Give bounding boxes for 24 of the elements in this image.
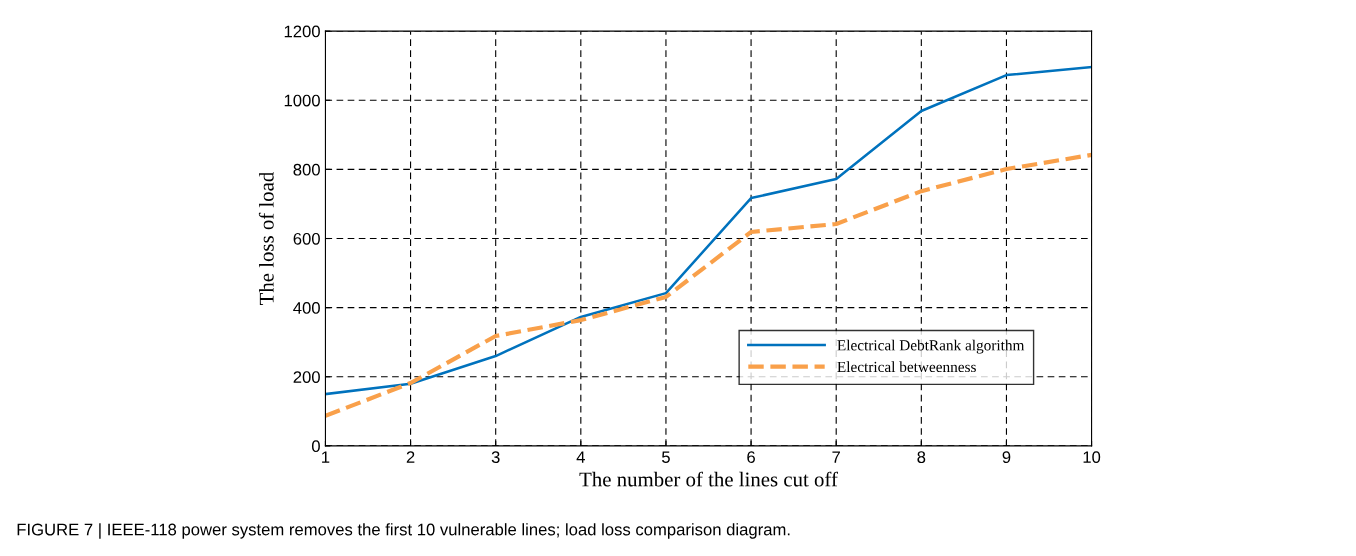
legend-label: Electrical DebtRank algorithm	[837, 339, 1025, 354]
x-tick-label: 10	[1083, 451, 1101, 464]
x-tick-label: 5	[661, 451, 670, 464]
x-tick-label: 2	[406, 451, 415, 463]
line-series	[325, 65, 1092, 396]
x-tick-label: 3	[491, 451, 500, 464]
x-axis-title: The number of the lines cut off	[579, 471, 838, 487]
y-tick-label: 1200	[284, 25, 320, 38]
x-tick-label: 8	[917, 451, 926, 464]
y-tick-label: 400	[293, 302, 320, 314]
x-tick-label: 1	[322, 451, 330, 463]
y-tick-label: 600	[293, 232, 320, 245]
x-tick-label: 6	[747, 451, 755, 464]
y-axis-title: The loss of load	[258, 171, 274, 305]
legend-label: Electrical betweenness	[837, 361, 976, 373]
y-tick-label: 200	[293, 371, 320, 383]
y-tick-label: 1000	[284, 94, 320, 107]
x-tick-label: 9	[1002, 451, 1011, 464]
x-tick-label: 7	[832, 451, 840, 463]
x-tick-label: 4	[576, 451, 585, 463]
y-tick-label: 0	[311, 440, 320, 453]
y-tick-label: 800	[293, 163, 320, 176]
caption: FIGURE 7 | IEEE-118 power system removes the first 10 vulnerable lines; load loss comparison diagram.	[17, 523, 790, 539]
line-series	[325, 152, 1092, 418]
